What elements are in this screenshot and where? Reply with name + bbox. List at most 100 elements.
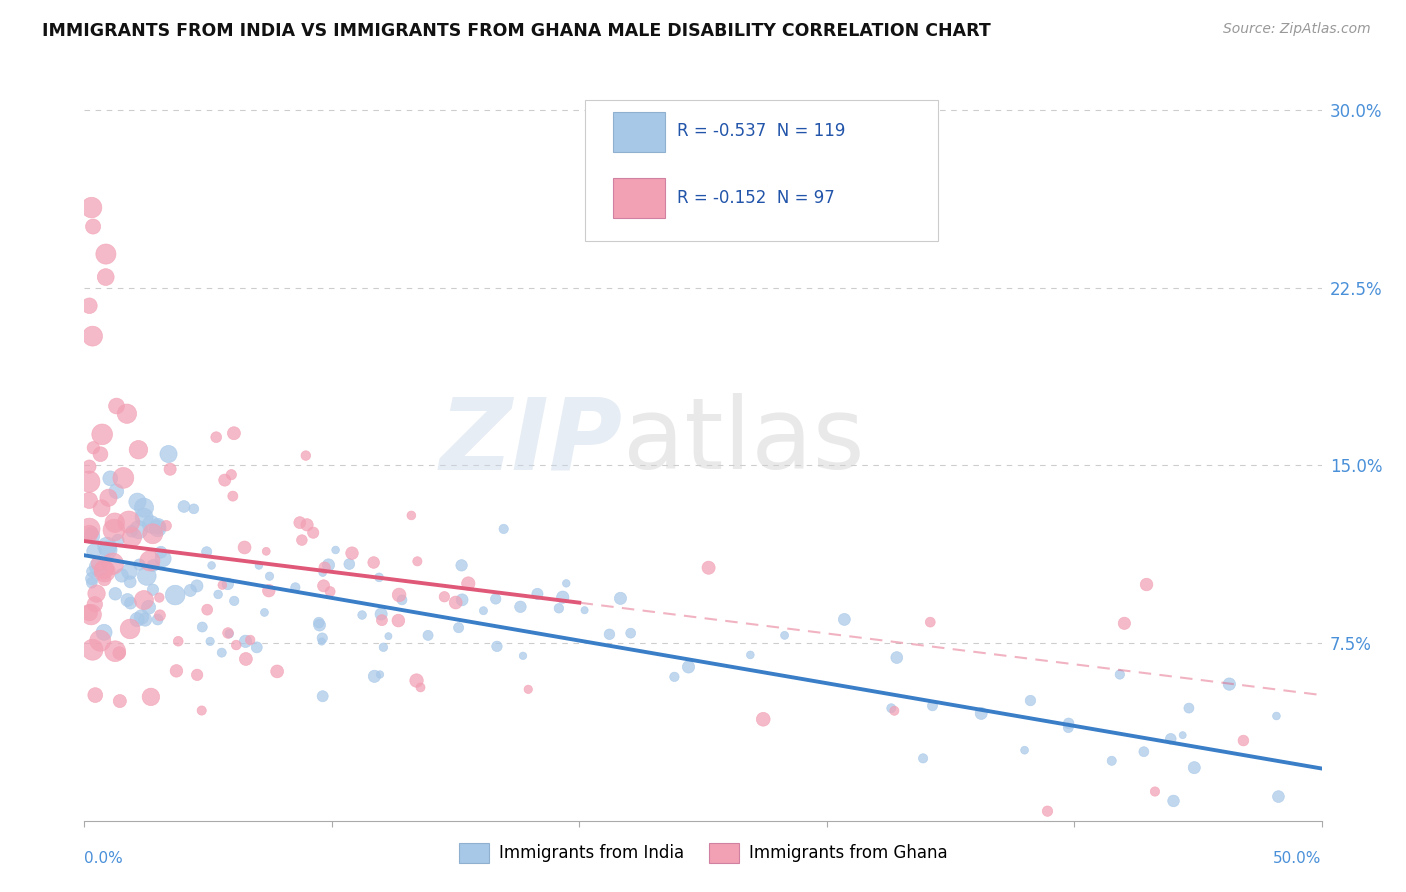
Point bbox=[1014, 743, 1036, 757]
Point bbox=[149, 608, 172, 623]
Point bbox=[485, 640, 508, 654]
Point bbox=[311, 634, 333, 648]
Point bbox=[79, 493, 101, 508]
Point bbox=[146, 519, 169, 533]
Point bbox=[284, 581, 307, 595]
Point bbox=[363, 669, 385, 683]
Point bbox=[86, 586, 108, 600]
Point bbox=[340, 546, 363, 560]
Point bbox=[120, 574, 142, 589]
Point bbox=[142, 558, 165, 573]
Point bbox=[82, 441, 104, 455]
Point bbox=[352, 607, 374, 622]
Point bbox=[295, 449, 318, 463]
Point bbox=[218, 626, 240, 640]
Point bbox=[96, 540, 118, 554]
Point bbox=[451, 592, 474, 607]
Point bbox=[191, 620, 214, 634]
Point bbox=[239, 632, 262, 647]
Point bbox=[886, 650, 908, 665]
Point bbox=[444, 595, 467, 609]
Point bbox=[195, 545, 218, 559]
Point bbox=[159, 462, 181, 476]
Point bbox=[139, 554, 162, 568]
Point bbox=[139, 690, 162, 704]
Point bbox=[155, 518, 177, 533]
Point bbox=[222, 426, 245, 441]
Point bbox=[217, 577, 239, 591]
Point bbox=[132, 500, 155, 515]
Point bbox=[391, 593, 413, 607]
Point bbox=[325, 543, 347, 558]
Point bbox=[104, 587, 127, 601]
Point bbox=[472, 604, 495, 618]
Text: R = -0.537  N = 119: R = -0.537 N = 119 bbox=[678, 121, 845, 140]
Point bbox=[80, 572, 103, 586]
Point bbox=[79, 526, 101, 541]
Point bbox=[387, 614, 409, 628]
Point bbox=[200, 558, 222, 573]
Point bbox=[337, 557, 360, 571]
Point bbox=[235, 652, 257, 666]
Point bbox=[970, 706, 993, 721]
Point bbox=[409, 681, 432, 695]
Point bbox=[377, 629, 399, 643]
Point bbox=[311, 631, 333, 645]
Point bbox=[450, 558, 472, 573]
Point bbox=[1114, 616, 1136, 631]
Point bbox=[1267, 789, 1289, 804]
Point bbox=[373, 640, 395, 655]
Point bbox=[257, 583, 280, 598]
Point bbox=[457, 576, 479, 591]
Point bbox=[920, 615, 942, 629]
Point bbox=[167, 634, 190, 648]
Point bbox=[118, 565, 141, 579]
Point bbox=[146, 613, 169, 627]
Point bbox=[416, 628, 439, 642]
Point bbox=[883, 704, 905, 718]
Point bbox=[233, 541, 256, 555]
Point bbox=[141, 517, 163, 532]
Point bbox=[211, 646, 233, 660]
Text: atlas: atlas bbox=[623, 393, 865, 490]
Text: R = -0.152  N = 97: R = -0.152 N = 97 bbox=[678, 189, 835, 207]
Point bbox=[94, 247, 117, 261]
Point bbox=[128, 558, 150, 572]
Point bbox=[288, 516, 311, 530]
Point bbox=[94, 270, 117, 285]
Point bbox=[574, 603, 596, 617]
Point bbox=[179, 583, 201, 598]
Point bbox=[433, 590, 456, 604]
Point bbox=[111, 568, 134, 582]
Point bbox=[664, 670, 686, 684]
Point bbox=[834, 612, 856, 626]
Point bbox=[118, 622, 141, 636]
Point bbox=[87, 559, 110, 574]
FancyBboxPatch shape bbox=[613, 178, 665, 218]
Point bbox=[308, 615, 330, 630]
Point bbox=[253, 606, 276, 620]
Point bbox=[302, 525, 325, 540]
Point bbox=[148, 591, 170, 605]
Point bbox=[266, 665, 288, 679]
Point bbox=[80, 607, 103, 622]
Point bbox=[247, 558, 270, 573]
Point bbox=[254, 544, 277, 558]
Point bbox=[90, 501, 112, 516]
Point bbox=[108, 646, 131, 660]
Point bbox=[609, 591, 631, 606]
Point bbox=[526, 587, 548, 601]
Point bbox=[222, 489, 245, 503]
Point bbox=[598, 627, 620, 641]
Point bbox=[83, 544, 105, 558]
Point bbox=[205, 430, 228, 444]
Point bbox=[314, 560, 336, 574]
Point bbox=[295, 517, 318, 532]
Point bbox=[921, 698, 943, 713]
Point bbox=[388, 588, 411, 602]
Point bbox=[773, 628, 796, 642]
Point bbox=[186, 668, 208, 682]
Point bbox=[79, 606, 101, 620]
Point bbox=[87, 557, 110, 571]
Point bbox=[308, 618, 330, 632]
